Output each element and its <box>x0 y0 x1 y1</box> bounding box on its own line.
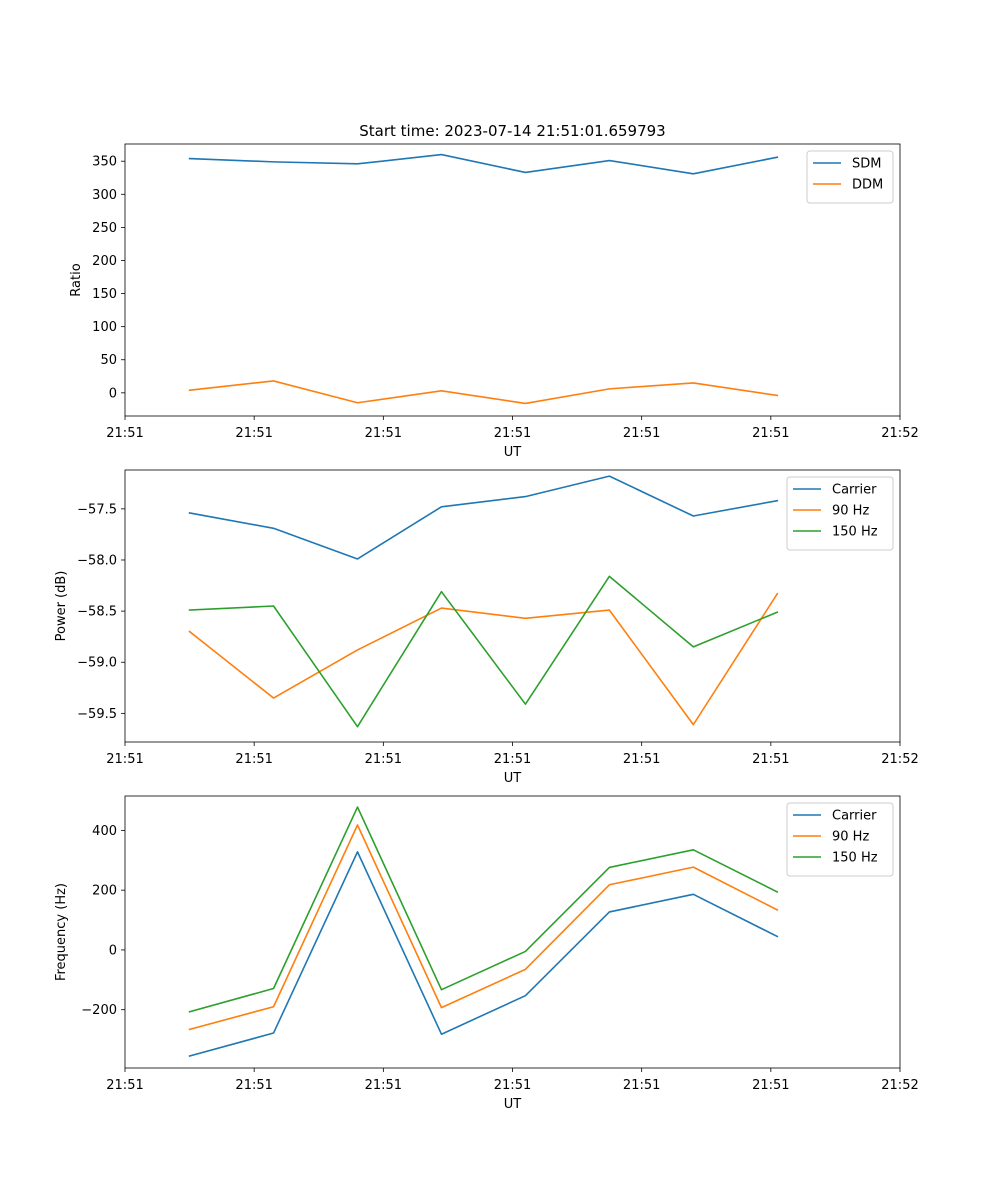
chart1-y-tick-label: 150 <box>92 287 117 302</box>
chart2-y-axis-label: Power (dB) <box>54 571 69 642</box>
chart-panel-3: 21:51 21:51 21:51 21:51 21:51 21:51 21:52 400 20… <box>54 795 919 1112</box>
chart2-x-tick-label: 21:51 <box>235 752 272 767</box>
chart2-legend-label: 150 Hz <box>832 525 878 540</box>
chart2-x-axis-label: UT <box>504 771 522 786</box>
chart1-y-tick-label: 0 <box>109 386 117 401</box>
chart2-series-150-hz <box>188 575 779 728</box>
chart1-axes-frame <box>124 143 901 417</box>
chart1-y-tick-label: 200 <box>92 254 117 269</box>
chart-panel-1: 21:51 21:51 21:51 21:51 21:51 21:51 21:52 0 50 10… <box>69 143 919 460</box>
chart2-y-tick-label: −59.5 <box>77 707 117 722</box>
chart2-x-tick-label: 21:51 <box>106 752 143 767</box>
chart2-series-carrier <box>188 475 779 560</box>
chart1-y-tick-label: 350 <box>92 155 117 170</box>
chart1-x-axis-label: UT <box>504 445 522 460</box>
panels: 21:51 21:51 21:51 21:51 21:51 21:51 21:52 0 50 10… <box>54 143 919 1112</box>
chart1-y-tick-label: 50 <box>100 353 117 368</box>
chart2-legend: Carrier 90 Hz 150 Hz <box>786 476 894 551</box>
chart1-x-tick-label: 21:51 <box>106 426 143 441</box>
chart2-x-tick-label: 21:51 <box>623 752 660 767</box>
chart3-y-tick-label: 400 <box>92 824 117 839</box>
chart1-legend-label: DDM <box>852 178 883 193</box>
chart2-x-tick-label: 21:52 <box>881 752 918 767</box>
chart3-legend-label: 90 Hz <box>832 830 869 845</box>
chart3-series-150-hz <box>188 806 779 1013</box>
chart3-y-tick-label: 200 <box>92 884 117 899</box>
chart3-legend-label: 150 Hz <box>832 851 878 866</box>
chart3-y-tick-label: 0 <box>109 943 117 958</box>
chart-panel-2: 21:51 21:51 21:51 21:51 21:51 21:51 21:52 −57.5… <box>54 469 919 786</box>
chart2-axes-frame <box>124 469 901 743</box>
chart1-x-tick-label: 21:51 <box>235 426 272 441</box>
chart1-series-sdm <box>188 153 779 175</box>
chart2-y-tick-label: −57.5 <box>77 502 117 517</box>
chart1-legend-box <box>806 150 894 204</box>
chart1-x-tick-label: 21:51 <box>752 426 789 441</box>
chart2-x-tick-label: 21:51 <box>494 752 531 767</box>
chart2-legend-label: Carrier <box>832 483 877 498</box>
chart3-x-tick-label: 21:51 <box>106 1078 143 1093</box>
chart1-y-axis-label: Ratio <box>69 263 84 296</box>
chart1-y-tick-label: 300 <box>92 188 117 203</box>
chart3-x-tick-label: 21:52 <box>881 1078 918 1093</box>
chart3-axes-frame <box>124 795 901 1069</box>
chart2-y-tick-label: −59.0 <box>77 656 117 671</box>
chart1-x-tick-label: 21:51 <box>494 426 531 441</box>
chart1-x-tick-label: 21:51 <box>365 426 402 441</box>
chart3-x-tick-label: 21:51 <box>752 1078 789 1093</box>
figure-title: Start time: 2023-07-14 21:51:01.659793 <box>359 122 665 140</box>
chart2-y-tick-label: −58.5 <box>77 605 117 620</box>
chart1-y-tick-label: 100 <box>92 320 117 335</box>
chart2-y-tick-label: −58.0 <box>77 553 117 568</box>
chart2-series-90-hz <box>188 592 779 726</box>
chart2-legend-label: 90 Hz <box>832 504 869 519</box>
chart1-x-tick-label: 21:51 <box>623 426 660 441</box>
chart3-series-carrier <box>188 851 779 1058</box>
chart3-x-tick-label: 21:51 <box>235 1078 272 1093</box>
chart3-x-tick-label: 21:51 <box>623 1078 660 1093</box>
chart3-x-tick-label: 21:51 <box>365 1078 402 1093</box>
chart2-x-tick-label: 21:51 <box>365 752 402 767</box>
chart3-series-90-hz <box>188 824 779 1031</box>
chart2-x-tick-label: 21:51 <box>752 752 789 767</box>
chart3-x-axis-label: UT <box>504 1097 522 1112</box>
chart1-legend: SDM DDM <box>806 150 894 204</box>
chart3-y-axis-label: Frequency (Hz) <box>54 883 69 981</box>
chart3-legend-label: Carrier <box>832 809 877 824</box>
chart1-y-tick-label: 250 <box>92 221 117 236</box>
chart1-series-ddm <box>188 380 779 405</box>
chart3-legend: Carrier 90 Hz 150 Hz <box>786 802 894 877</box>
chart3-y-tick-label: −200 <box>81 1003 117 1018</box>
chart1-x-tick-label: 21:52 <box>881 426 918 441</box>
chart3-x-tick-label: 21:51 <box>494 1078 531 1093</box>
chart1-legend-label: SDM <box>852 157 881 172</box>
